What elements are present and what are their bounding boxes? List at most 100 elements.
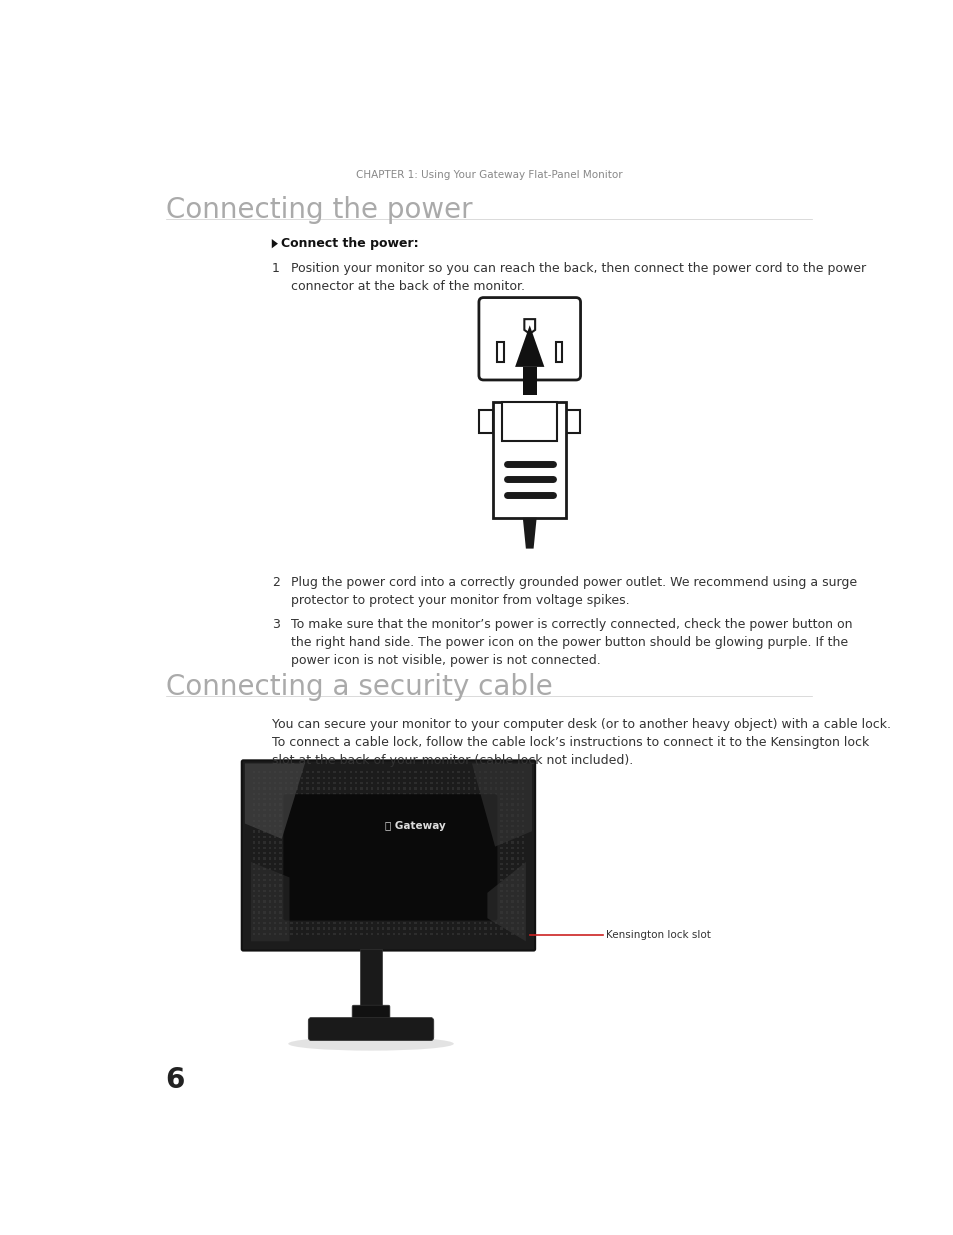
Bar <box>338 787 341 789</box>
Bar <box>295 889 297 892</box>
Bar <box>489 830 492 832</box>
Bar <box>511 932 513 935</box>
Bar <box>511 900 513 903</box>
Bar <box>462 852 464 855</box>
Bar <box>301 836 303 839</box>
Bar <box>436 906 437 908</box>
Bar <box>312 814 314 816</box>
Bar <box>317 777 319 779</box>
Bar <box>473 932 476 935</box>
Bar <box>285 782 287 784</box>
Bar <box>419 820 421 823</box>
Bar <box>403 804 405 805</box>
Bar <box>344 836 346 839</box>
Bar <box>403 857 405 860</box>
Bar <box>301 879 303 882</box>
Bar <box>328 804 330 805</box>
Bar <box>495 895 497 898</box>
Bar <box>338 868 341 871</box>
Bar <box>409 809 411 811</box>
Bar <box>333 927 335 930</box>
Bar <box>371 804 373 805</box>
Bar <box>279 798 281 800</box>
Bar <box>484 906 486 908</box>
Bar <box>393 923 395 924</box>
Bar <box>403 782 405 784</box>
Bar <box>517 798 518 800</box>
Bar <box>409 777 411 779</box>
Bar <box>500 836 502 839</box>
Bar <box>452 852 454 855</box>
Bar <box>306 916 309 919</box>
Bar <box>355 906 356 908</box>
Bar <box>430 798 433 800</box>
Bar <box>371 900 373 903</box>
Bar <box>344 804 346 805</box>
Bar <box>517 814 518 816</box>
Bar <box>301 804 303 805</box>
Bar <box>328 868 330 871</box>
Bar <box>263 895 265 898</box>
Bar <box>279 809 281 811</box>
Bar <box>521 771 524 773</box>
Bar <box>355 916 356 919</box>
Bar <box>317 863 319 864</box>
Bar <box>355 857 356 860</box>
Bar <box>452 771 454 773</box>
Bar <box>517 879 518 882</box>
Bar <box>253 868 254 871</box>
Bar <box>349 771 352 773</box>
Bar <box>285 927 287 930</box>
Bar <box>381 804 384 805</box>
Bar <box>306 923 309 924</box>
Bar <box>452 830 454 832</box>
Bar <box>419 895 421 898</box>
Bar <box>333 852 335 855</box>
Bar <box>355 825 356 827</box>
Bar <box>495 830 497 832</box>
Bar <box>301 873 303 876</box>
Bar <box>365 857 368 860</box>
Bar <box>440 916 443 919</box>
Bar <box>414 830 416 832</box>
Bar <box>269 884 271 887</box>
Bar <box>511 793 513 795</box>
Bar <box>279 900 281 903</box>
Bar <box>500 846 502 848</box>
Bar <box>478 884 480 887</box>
Bar <box>253 857 254 860</box>
Bar <box>462 809 464 811</box>
Bar <box>414 836 416 839</box>
Bar <box>285 911 287 914</box>
Bar <box>409 879 411 882</box>
Bar <box>473 846 476 848</box>
Bar <box>425 906 427 908</box>
Bar <box>495 777 497 779</box>
Bar <box>436 911 437 914</box>
Bar <box>446 771 449 773</box>
Bar <box>505 782 508 784</box>
Bar <box>263 787 265 789</box>
Bar <box>279 787 281 789</box>
Bar <box>328 787 330 789</box>
Bar <box>489 814 492 816</box>
Bar <box>403 906 405 908</box>
Bar <box>505 932 508 935</box>
Bar <box>425 793 427 795</box>
Bar <box>257 927 260 930</box>
Bar <box>295 830 297 832</box>
Bar <box>301 900 303 903</box>
Bar <box>376 879 378 882</box>
Bar <box>436 868 437 871</box>
Bar <box>355 777 356 779</box>
Bar <box>397 771 400 773</box>
Bar <box>290 873 293 876</box>
Bar <box>274 836 276 839</box>
Bar <box>328 830 330 832</box>
Bar <box>333 863 335 864</box>
Bar <box>257 923 260 924</box>
Bar <box>521 820 524 823</box>
Bar <box>440 825 443 827</box>
Bar <box>371 932 373 935</box>
Bar <box>317 916 319 919</box>
